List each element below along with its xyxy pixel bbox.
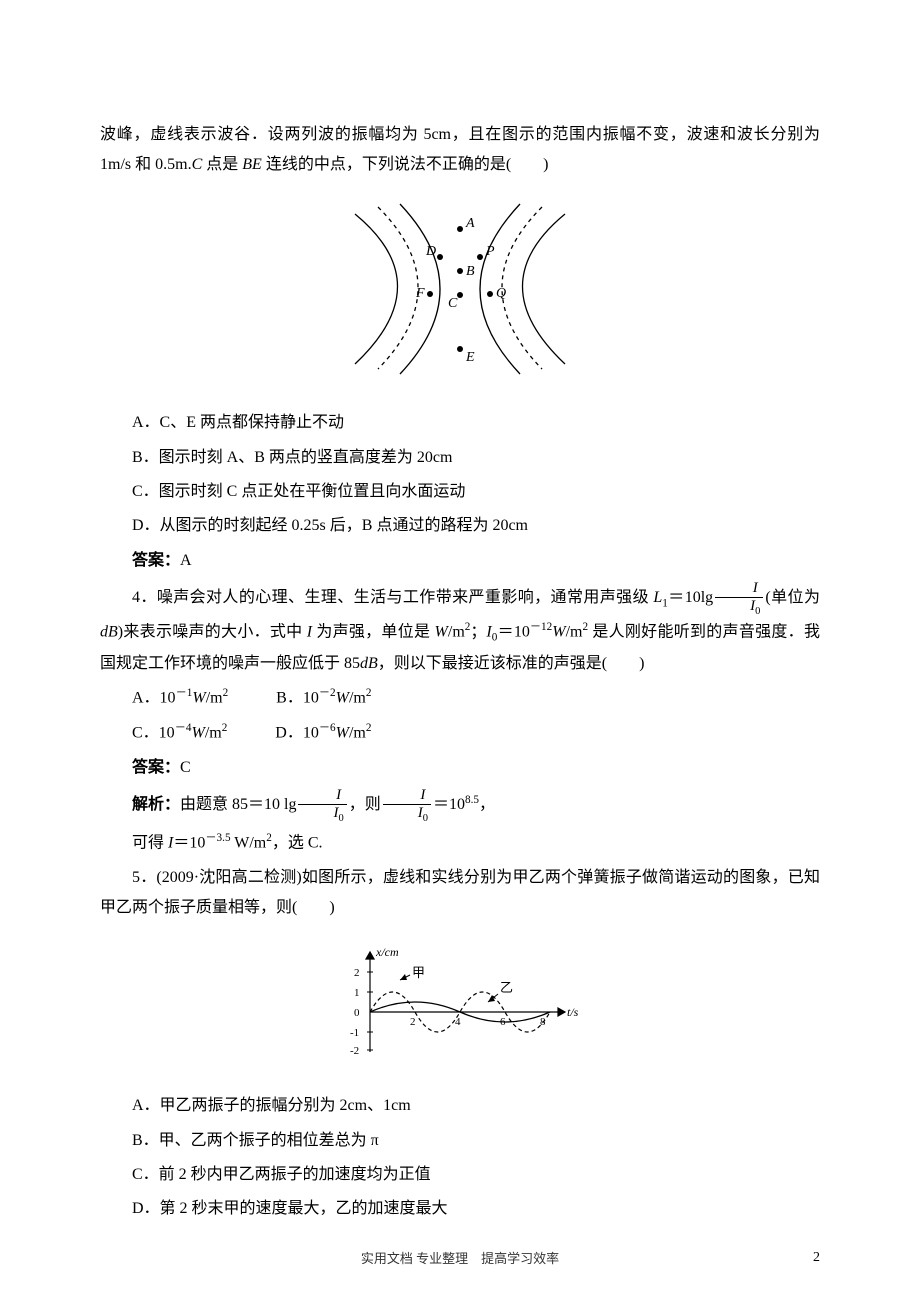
q4-answer: 答案：C xyxy=(100,753,820,783)
svg-text:C: C xyxy=(448,296,458,311)
svg-text:甲: 甲 xyxy=(412,965,425,980)
q3-intro: 波峰，虚线表示波谷．设两列波的振幅均为 5cm，且在图示的范围内振幅不变，波速和… xyxy=(100,120,820,181)
q4-optA: A．10 xyxy=(132,690,176,707)
q4-t1b: (单 xyxy=(765,589,787,606)
svg-text:D: D xyxy=(425,244,436,259)
svg-text:Q: Q xyxy=(496,286,506,301)
q3-optC: C．图示时刻 C 点正处在平衡位置且向水面运动 xyxy=(100,477,820,507)
q3-optA: A．C、E 两点都保持静止不动 xyxy=(100,408,820,438)
svg-text:0: 0 xyxy=(354,1007,360,1019)
q5-optC: C．前 2 秒内甲乙两振子的加速度均为正值 xyxy=(100,1160,820,1190)
q4-optC: C．10 xyxy=(132,724,175,741)
frac-den: I0 xyxy=(715,598,763,618)
q4-stem: 4．噪声会对人的心理、生理、生活与工作带来严重影响，通常用声强级 L1＝10lg… xyxy=(100,580,820,679)
footer-text: 实用文档 专业整理 提高学习效率 xyxy=(0,1247,920,1272)
q4-dB1: dB xyxy=(100,624,118,641)
q5-text: (2009·沈阳高二检测)如图所示，虚线和实线分别为甲乙两个弹簧振子做简谐运动的… xyxy=(100,869,820,916)
svg-text:B: B xyxy=(466,264,475,279)
svg-text:2: 2 xyxy=(354,967,360,979)
q4-eq10: ＝10 xyxy=(497,624,530,641)
q4-m2: /m xyxy=(566,624,583,641)
q4-optB: B．10 xyxy=(276,690,319,707)
q4-optD: D．10 xyxy=(275,724,319,741)
svg-text:-2: -2 xyxy=(350,1045,359,1057)
q4-explain1: 解析：由题意 85＝10 lgII0，则II0＝108.5， xyxy=(100,787,820,824)
svg-text:乙: 乙 xyxy=(500,980,513,995)
q3-answer-val: A xyxy=(180,552,192,569)
svg-text:x/cm: x/cm xyxy=(375,945,399,959)
q3-answer: 答案：A xyxy=(100,546,820,576)
q5-stem: 5．(2009·沈阳高二检测)如图所示，虚线和实线分别为甲乙两个弹簧振子做简谐运… xyxy=(100,863,820,924)
svg-text:4: 4 xyxy=(455,1016,461,1028)
q4-t2c: 为声强，单位是 xyxy=(312,624,435,641)
q4-W1: W xyxy=(435,624,448,641)
q4-frac1: II0 xyxy=(715,580,763,617)
q4-exp12: －12 xyxy=(530,621,552,633)
svg-text:t/s: t/s xyxy=(567,1005,579,1019)
q3-C: C xyxy=(192,156,203,173)
q4-m1: /m xyxy=(448,624,465,641)
svg-text:A: A xyxy=(465,216,475,231)
q4-eq: ＝10lg xyxy=(668,589,713,606)
q3-m1: 点是 xyxy=(202,156,242,173)
q4-num: 4． xyxy=(132,589,157,606)
shm-graph: 2 1 0 -1 -2 2 4 6 8 x/cm t/s 甲 乙 xyxy=(330,942,590,1062)
svg-text:-1: -1 xyxy=(350,1027,359,1039)
answer-label: 答案： xyxy=(132,552,180,569)
q5-optA: A．甲乙两振子的振幅分别为 2cm、1cm xyxy=(100,1091,820,1121)
q3-BE: BE xyxy=(242,156,262,173)
frac-num: I xyxy=(715,580,763,598)
q4-semi: ； xyxy=(470,624,486,641)
q5-optD: D．第 2 秒末甲的速度最大，乙的加速度最大 xyxy=(100,1194,820,1224)
svg-text:P: P xyxy=(485,244,495,259)
svg-text:F: F xyxy=(415,286,425,301)
q3-optB: B．图示时刻 A、B 两点的竖直高度差为 20cm xyxy=(100,443,820,473)
q4-W2: W xyxy=(552,624,565,641)
q3-optD: D．从图示的时刻起经 0.25s 后，B 点通过的路程为 20cm xyxy=(100,511,820,541)
q4-L: L xyxy=(653,589,662,606)
q4-t2a: 位为 xyxy=(788,589,820,606)
svg-text:2: 2 xyxy=(410,1016,416,1028)
q3-figure: A D P B F C Q E xyxy=(100,199,820,390)
q5-figure: 2 1 0 -1 -2 2 4 6 8 x/cm t/s 甲 乙 xyxy=(100,942,820,1073)
q4-t2e: ，则以下最接近该标准的声强是( ) xyxy=(378,655,645,672)
page-number: 2 xyxy=(813,1245,820,1272)
svg-text:1: 1 xyxy=(354,987,360,999)
q4-explain2: 可得 I＝10－3.5 W/m2，选 C. xyxy=(100,828,820,859)
q4-row2: C．10－4W/m2 D．10－6W/m2 xyxy=(100,718,820,749)
q4-t2b: )来表示噪声的大小．式中 xyxy=(118,624,307,641)
svg-text:E: E xyxy=(465,350,475,365)
q5-optB: B．甲、乙两个振子的相位差总为 π xyxy=(100,1126,820,1156)
interference-diagram: A D P B F C Q E xyxy=(350,199,570,379)
q4-dB2: dB xyxy=(360,655,378,672)
q4-t1: 噪声会对人的心理、生理、生活与工作带来严重影响，通常用声强级 xyxy=(157,589,654,606)
q4-row1: A．10－1W/m2 B．10－2W/m2 xyxy=(100,683,820,714)
q5-num: 5． xyxy=(132,869,156,886)
q3-post: 连线的中点，下列说法不正确的是( ) xyxy=(262,156,549,173)
